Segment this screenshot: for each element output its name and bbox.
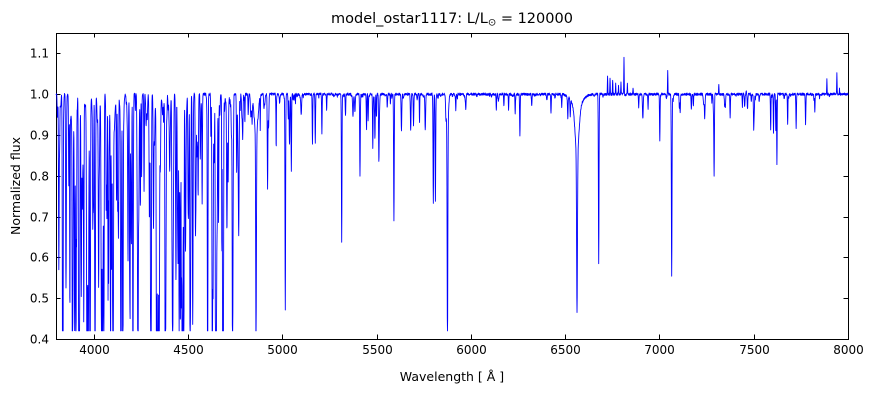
y-tick-label: 0.8 — [30, 170, 49, 184]
y-tick-label: 0.9 — [30, 129, 49, 143]
chart-title: model_ostar1117: L/L⊙ = 120000 — [331, 11, 573, 29]
sun-symbol-subscript: ⊙ — [488, 18, 496, 29]
y-tick-label: 0.6 — [30, 251, 49, 265]
y-tick-labels: 0.4 0.5 0.6 0.7 0.8 0.9 1.0 1.1 — [30, 47, 49, 347]
y-tick-label: 0.7 — [30, 211, 49, 225]
y-axis-label: Normalized flux — [8, 137, 23, 235]
x-tick-label: 5000 — [267, 343, 298, 357]
x-tick-labels: 4000 4500 5000 5500 6000 6500 7000 7500 8000 — [79, 343, 864, 357]
x-tick-label: 7000 — [644, 343, 675, 357]
x-axis-label: Wavelength [ Å ] — [400, 369, 504, 384]
x-tick-label: 6500 — [550, 343, 581, 357]
axis-ticks — [56, 33, 849, 340]
y-tick-label: 1.1 — [30, 47, 49, 61]
x-tick-label: 8000 — [833, 343, 864, 357]
spectrum-line — [55, 56, 849, 332]
x-tick-label: 7500 — [739, 343, 770, 357]
x-tick-label: 5500 — [362, 343, 393, 357]
y-tick-label: 0.5 — [30, 292, 49, 306]
x-tick-label: 4500 — [173, 343, 204, 357]
x-tick-label: 4000 — [79, 343, 110, 357]
x-tick-label: 6000 — [456, 343, 487, 357]
y-tick-label: 1.0 — [30, 88, 49, 102]
plot-border — [56, 33, 849, 340]
y-tick-label: 0.4 — [30, 333, 49, 347]
